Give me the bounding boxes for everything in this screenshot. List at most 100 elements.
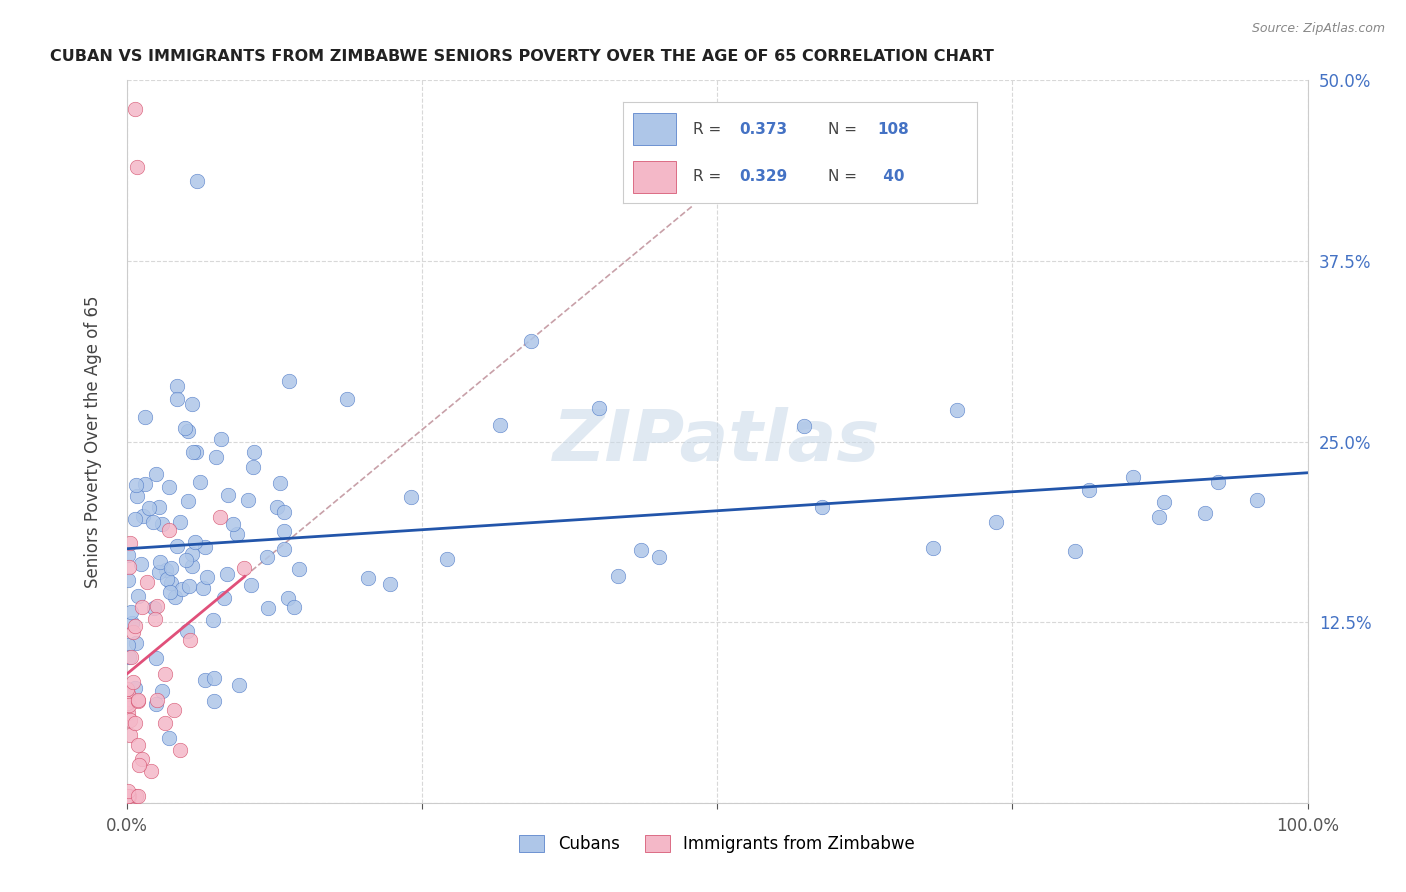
Point xyxy=(139,764,162,778)
Point xyxy=(127,789,149,803)
Point xyxy=(288,561,311,575)
Point xyxy=(335,392,357,407)
Point xyxy=(118,536,141,550)
Point xyxy=(233,561,256,575)
Point xyxy=(273,505,295,519)
Point xyxy=(124,619,146,633)
Point xyxy=(159,585,181,599)
Point xyxy=(810,500,832,514)
Point xyxy=(179,632,201,647)
Point xyxy=(202,613,225,627)
Point xyxy=(180,558,202,573)
Point xyxy=(174,553,197,567)
Point xyxy=(436,551,458,566)
Point xyxy=(163,703,186,717)
Point xyxy=(118,698,141,712)
Point xyxy=(204,450,226,464)
Point xyxy=(239,578,262,592)
Point xyxy=(202,694,225,708)
Point xyxy=(1149,510,1171,524)
Text: ZIPatlas: ZIPatlas xyxy=(554,407,880,476)
Point xyxy=(209,510,232,524)
Point xyxy=(166,379,188,393)
Point xyxy=(120,713,142,727)
Point xyxy=(180,548,202,562)
Point xyxy=(194,540,217,554)
Point xyxy=(177,494,200,508)
Point xyxy=(169,515,191,529)
Point xyxy=(520,334,543,348)
Point xyxy=(125,789,148,803)
Point xyxy=(117,706,139,720)
Point xyxy=(121,616,143,631)
Point xyxy=(183,534,205,549)
Point xyxy=(118,789,141,803)
Point xyxy=(131,752,153,766)
Point xyxy=(117,548,139,562)
Point xyxy=(146,693,169,707)
Point xyxy=(149,555,172,569)
Point xyxy=(157,523,180,537)
Point xyxy=(172,582,194,596)
Point xyxy=(257,601,280,615)
Point xyxy=(1153,494,1175,508)
Point xyxy=(202,672,225,686)
Point xyxy=(793,419,815,434)
Point xyxy=(148,565,170,579)
Point xyxy=(115,681,138,696)
Point xyxy=(217,567,239,582)
Point xyxy=(401,490,423,504)
Point xyxy=(127,738,149,752)
Point xyxy=(127,160,149,174)
Point xyxy=(118,728,141,742)
Point xyxy=(186,174,208,188)
Point xyxy=(166,540,188,554)
Legend: Cubans, Immigrants from Zimbabwe: Cubans, Immigrants from Zimbabwe xyxy=(513,828,921,860)
Point xyxy=(150,684,173,698)
Point xyxy=(153,667,176,681)
Point xyxy=(125,477,148,491)
Point xyxy=(127,489,149,503)
Point xyxy=(176,624,198,639)
Point xyxy=(120,605,142,619)
Point xyxy=(588,401,610,416)
Point xyxy=(169,743,191,757)
Point xyxy=(273,541,295,556)
Point xyxy=(277,374,299,388)
Point xyxy=(134,477,156,491)
Point xyxy=(1206,475,1229,489)
Point xyxy=(138,500,160,515)
Point xyxy=(145,697,167,711)
Point xyxy=(160,561,183,575)
Point xyxy=(157,731,180,746)
Point xyxy=(1246,492,1268,507)
Text: Source: ZipAtlas.com: Source: ZipAtlas.com xyxy=(1251,22,1385,36)
Point xyxy=(174,420,197,434)
Point xyxy=(226,527,249,541)
Point xyxy=(177,579,200,593)
Point xyxy=(134,410,156,425)
Point xyxy=(180,397,202,411)
Point xyxy=(191,581,214,595)
Point xyxy=(1122,470,1144,484)
Point xyxy=(242,459,264,474)
Point xyxy=(1077,483,1099,497)
Point xyxy=(122,674,145,689)
Point xyxy=(117,639,139,653)
Point xyxy=(357,571,380,585)
Point xyxy=(212,591,235,605)
Point xyxy=(131,600,153,615)
Point xyxy=(145,467,167,481)
Point xyxy=(183,444,205,458)
Point xyxy=(194,673,217,687)
Text: CUBAN VS IMMIGRANTS FROM ZIMBABWE SENIORS POVERTY OVER THE AGE OF 65 CORRELATION: CUBAN VS IMMIGRANTS FROM ZIMBABWE SENIOR… xyxy=(49,49,994,64)
Point xyxy=(380,577,402,591)
Point xyxy=(209,432,232,446)
Point xyxy=(142,601,165,615)
Point xyxy=(489,417,512,432)
Point xyxy=(165,590,187,604)
Point xyxy=(118,649,141,664)
Point xyxy=(160,576,183,591)
Point xyxy=(117,687,139,701)
Point xyxy=(117,573,139,587)
